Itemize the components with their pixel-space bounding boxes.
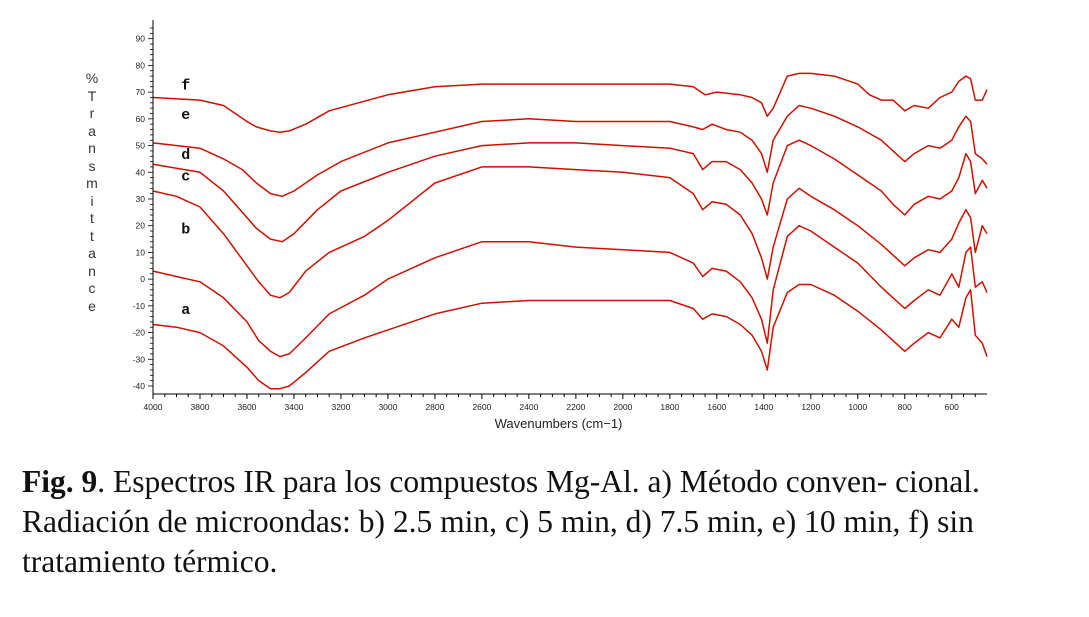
x-tick-label: 3600 [238, 402, 257, 412]
y-axis-title-char: e [88, 297, 96, 314]
x-tick-label: 1000 [848, 402, 867, 412]
y-tick-label: 10 [136, 247, 146, 257]
y-axis-title-char: s [88, 157, 96, 174]
x-tick-label: 2400 [519, 402, 538, 412]
curve-label-f: f [181, 77, 190, 94]
x-tick-label: 2600 [472, 402, 491, 412]
y-tick-label: -30 [133, 354, 146, 364]
y-tick-label: -20 [133, 328, 146, 338]
y-tick-label: 80 [136, 60, 146, 70]
y-tick-label: 20 [136, 221, 146, 231]
y-axis-title-char: r [89, 105, 95, 121]
y-ticks: 90 80 70 60 50 40 30 20 10 0 -10 -20 -30 -40 [133, 27, 153, 391]
ir-spectra-chart: fe dc b a 4000 3800 3600 3400 3200 3000 2800 2600 2… [133, 20, 988, 431]
spectrum-line-a [152, 283, 988, 390]
caption-figure-number: Fig. 9 [22, 464, 98, 499]
y-tick-label: 50 [136, 141, 146, 151]
x-axis-title: Wavenumbers (cm−1) [495, 416, 623, 431]
axes: 4000 3800 3600 3400 3200 3000 2800 2600 2400 2200… [133, 20, 987, 431]
spectra-curves [152, 72, 988, 390]
x-tick-label: 1400 [754, 402, 773, 412]
curve-label-a: a [181, 302, 190, 319]
y-axis-title-char: a [88, 245, 96, 261]
x-tick-label: 1600 [707, 402, 726, 412]
x-tick-label: 2800 [425, 402, 444, 412]
y-axis-title-char: i [90, 192, 94, 209]
y-tick-label: -10 [133, 301, 146, 311]
x-tick-label: 3800 [191, 402, 210, 412]
y-tick-label: 30 [136, 194, 146, 204]
x-tick-label: 2000 [613, 402, 632, 412]
figure-caption: Fig. 9. Espectros IR para los compuestos… [22, 462, 1072, 582]
x-tick-label: 3200 [331, 402, 350, 412]
curve-label-c: c [181, 168, 190, 185]
spectrum-line-d [152, 139, 988, 243]
y-tick-label: 70 [136, 87, 146, 97]
y-axis-title-char: m [86, 175, 98, 191]
y-axis-title-char: n [88, 262, 96, 279]
spectrum-line-f [152, 72, 988, 133]
curve-label-e: e [181, 107, 190, 124]
curve-label-b: b [181, 222, 190, 239]
y-axis-title-char: t [90, 227, 94, 244]
y-axis-title-char: t [90, 210, 94, 226]
y-tick-label: 60 [136, 114, 146, 124]
y-axis-title-char: n [88, 140, 96, 156]
x-ticks: 4000 3800 3600 3400 3200 3000 2800 2600 2400 2200… [144, 394, 976, 412]
y-axis-title-char: a [88, 122, 96, 139]
y-tick-label: -40 [133, 381, 146, 391]
spectrum-line-c [152, 166, 988, 299]
x-tick-label: 800 [898, 402, 912, 412]
y-axis-title-char: % [85, 70, 99, 86]
x-tick-label: 4000 [144, 402, 163, 412]
y-tick-label: 0 [140, 274, 145, 284]
y-axis-title-char: T [87, 87, 97, 104]
x-tick-label: 1200 [801, 402, 820, 412]
curve-labels: fe dc b a [181, 77, 190, 318]
x-tick-label: 600 [945, 402, 959, 412]
x-tick-label: 3000 [378, 402, 397, 412]
spectrum-line-b [152, 224, 988, 358]
caption-text: . Espectros IR para los compuestos Mg-Al… [22, 464, 980, 579]
curve-label-d: d [181, 147, 190, 164]
x-tick-label: 3400 [284, 402, 303, 412]
y-tick-label: 90 [136, 34, 146, 44]
x-tick-label: 1800 [660, 402, 679, 412]
x-tick-label: 2200 [566, 402, 585, 412]
spectrum-line-e [152, 104, 988, 198]
y-axis-title-char: c [88, 280, 96, 296]
y-tick-label: 40 [136, 167, 146, 177]
